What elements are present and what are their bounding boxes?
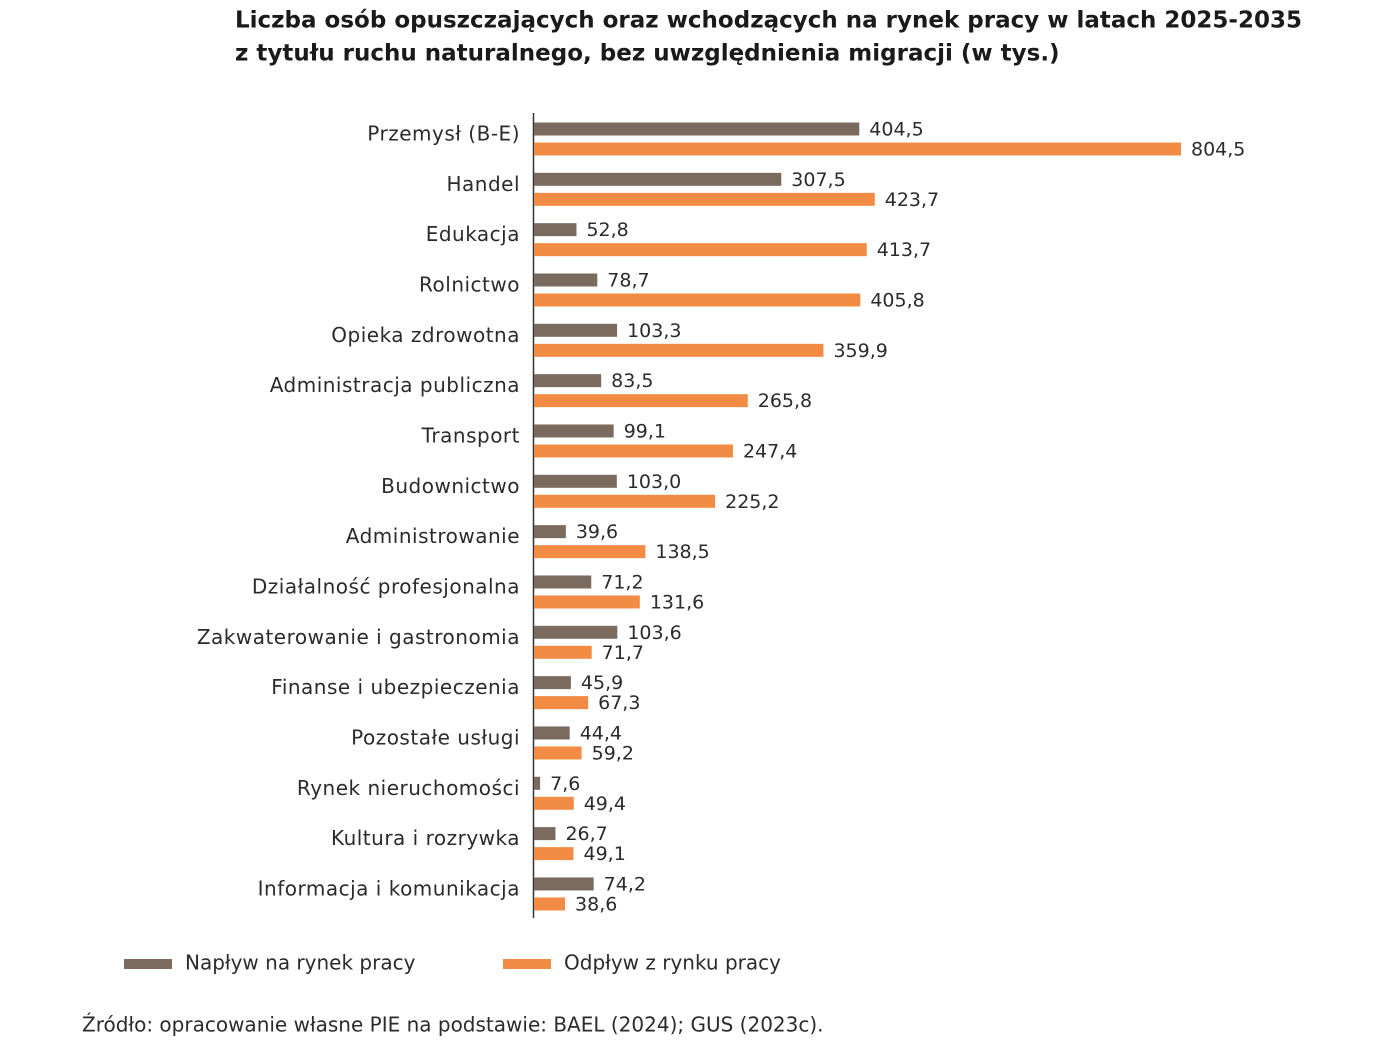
value-label: 225,2 bbox=[725, 491, 779, 513]
category-label: Transport bbox=[421, 423, 520, 447]
bar bbox=[534, 827, 556, 841]
bar bbox=[534, 696, 589, 710]
bar bbox=[534, 877, 594, 891]
bar bbox=[534, 595, 640, 609]
category-label: Handel bbox=[446, 172, 520, 196]
bar bbox=[534, 223, 577, 237]
value-label: 59,2 bbox=[592, 742, 634, 764]
bar bbox=[534, 796, 574, 810]
bar bbox=[534, 243, 867, 257]
value-label: 804,5 bbox=[1191, 139, 1245, 161]
value-label: 103,0 bbox=[627, 471, 681, 493]
value-label: 39,6 bbox=[576, 521, 618, 543]
category-label: Rynek nieruchomości bbox=[297, 776, 520, 800]
category-label: Administrowanie bbox=[346, 524, 520, 548]
bar bbox=[534, 122, 860, 136]
bar bbox=[534, 444, 733, 458]
value-label: 423,7 bbox=[885, 189, 939, 211]
legend-label: Odpływ z rynku pracy bbox=[564, 951, 781, 975]
value-label: 78,7 bbox=[607, 269, 649, 291]
value-label: 413,7 bbox=[877, 239, 931, 261]
value-label: 405,8 bbox=[870, 289, 924, 311]
bar bbox=[534, 374, 602, 388]
bar bbox=[534, 273, 598, 287]
bar bbox=[534, 676, 571, 690]
category-label: Działalność profesjonalna bbox=[252, 574, 520, 598]
bar bbox=[534, 142, 1181, 156]
value-label: 359,9 bbox=[833, 340, 887, 362]
bar bbox=[534, 746, 582, 760]
value-label: 138,5 bbox=[655, 541, 709, 563]
bar bbox=[534, 323, 618, 337]
legend-swatch bbox=[124, 959, 172, 969]
bar bbox=[534, 494, 716, 508]
value-label: 71,2 bbox=[601, 571, 643, 593]
bar bbox=[534, 776, 541, 790]
value-label: 45,9 bbox=[581, 672, 623, 694]
category-label: Finanse i ubezpieczenia bbox=[271, 675, 520, 699]
category-label: Administracja publiczna bbox=[270, 373, 520, 397]
bar bbox=[534, 897, 566, 911]
bar bbox=[534, 575, 592, 589]
chart-title: z tytułu ruchu naturalnego, bez uwzględn… bbox=[235, 41, 1060, 67]
value-label: 307,5 bbox=[791, 169, 845, 191]
bar bbox=[534, 343, 824, 357]
bar bbox=[534, 545, 646, 559]
value-label: 131,6 bbox=[650, 591, 704, 613]
value-label: 247,4 bbox=[743, 440, 797, 462]
bar bbox=[534, 424, 614, 438]
bar bbox=[534, 172, 782, 186]
value-label: 103,3 bbox=[627, 320, 681, 342]
value-label: 265,8 bbox=[758, 390, 812, 412]
value-label: 49,4 bbox=[584, 793, 626, 815]
bar bbox=[534, 625, 618, 639]
value-label: 83,5 bbox=[611, 370, 653, 392]
bar bbox=[534, 474, 617, 488]
category-label: Rolnictwo bbox=[419, 272, 520, 296]
value-label: 38,6 bbox=[575, 893, 617, 915]
value-label: 67,3 bbox=[598, 692, 640, 714]
value-label: 49,1 bbox=[583, 843, 625, 865]
value-label: 52,8 bbox=[586, 219, 628, 241]
bar bbox=[534, 726, 570, 740]
bar bbox=[534, 645, 592, 659]
bar bbox=[534, 394, 748, 408]
category-label: Kultura i rozrywka bbox=[331, 826, 520, 850]
source-note: Źródło: opracowanie własne PIE na podsta… bbox=[82, 1013, 824, 1037]
chart-title: Liczba osób opuszczających oraz wchodząc… bbox=[235, 8, 1302, 34]
category-label: Opieka zdrowotna bbox=[331, 323, 520, 347]
bar bbox=[534, 847, 574, 861]
category-label: Edukacja bbox=[426, 222, 520, 246]
bar bbox=[534, 293, 861, 307]
category-label: Informacja i komunikacja bbox=[258, 876, 520, 900]
legend-swatch bbox=[503, 959, 551, 969]
bar bbox=[534, 525, 566, 539]
category-label: Pozostałe usługi bbox=[351, 725, 520, 749]
value-label: 99,1 bbox=[624, 420, 666, 442]
legend-label: Napływ na rynek pracy bbox=[185, 951, 416, 975]
value-label: 26,7 bbox=[565, 823, 607, 845]
category-label: Przemysł (B-E) bbox=[367, 122, 520, 146]
value-label: 44,4 bbox=[580, 722, 622, 744]
value-label: 74,2 bbox=[604, 873, 646, 895]
value-label: 71,7 bbox=[602, 642, 644, 664]
value-label: 7,6 bbox=[550, 773, 580, 795]
value-label: 404,5 bbox=[869, 119, 923, 141]
value-label: 103,6 bbox=[627, 622, 681, 644]
category-label: Zakwaterowanie i gastronomia bbox=[197, 625, 520, 649]
category-label: Budownictwo bbox=[381, 474, 520, 498]
bar bbox=[534, 192, 875, 206]
